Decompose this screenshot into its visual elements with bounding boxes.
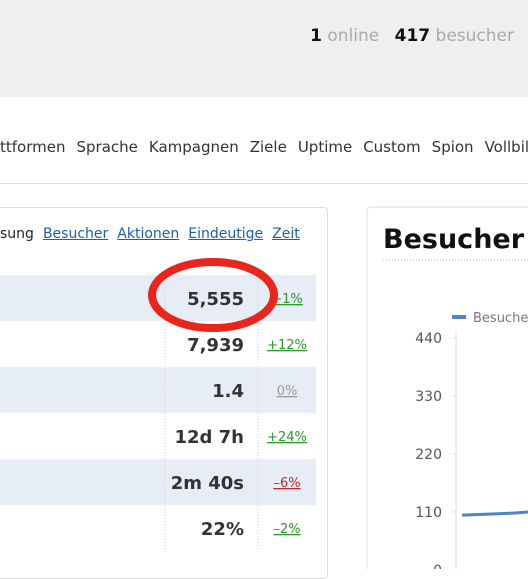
metric-change: 0%	[277, 384, 298, 399]
metric-change: –6%	[273, 476, 300, 491]
nav-link[interactable]: Sprache	[76, 138, 138, 156]
column-link[interactable]: Aktionen	[117, 226, 180, 242]
y-tick-label: 0	[433, 563, 442, 569]
y-tick-label: 220	[415, 447, 442, 463]
nav-link[interactable]: Ziele	[249, 138, 287, 156]
nav-link[interactable]: ttformen	[0, 138, 66, 156]
chart-panel	[366, 206, 528, 569]
y-tick-label: 440	[415, 331, 442, 347]
column-link[interactable]: Besucher	[42, 226, 109, 242]
nav-link[interactable]: Uptime	[297, 138, 353, 156]
table-header: sung Besucher Aktionen Eindeutige Zeit	[0, 226, 309, 242]
nav: ttformen Sprache Kampagnen Ziele Uptime Custo…	[0, 138, 528, 156]
visitor-label: besucher	[435, 26, 514, 46]
highlight-circle	[148, 258, 278, 332]
metric-change: +1%	[271, 292, 303, 307]
column-label: sung	[0, 226, 34, 242]
row-bg	[0, 505, 316, 551]
metric-value: 7,939	[187, 335, 244, 356]
visitor-count: 417	[394, 26, 431, 46]
metric-change: +12%	[267, 338, 307, 353]
row-bg	[0, 321, 316, 367]
nav-link[interactable]: Custom	[363, 138, 421, 156]
nav-link[interactable]: Vollbil	[484, 138, 528, 156]
online-label: online	[327, 26, 380, 46]
metric-value: 22%	[201, 519, 244, 540]
metric-value: 2m 40s	[171, 473, 244, 494]
metric-value: 1.4	[212, 381, 244, 402]
y-tick-label: 110	[415, 505, 442, 521]
line-series	[461, 510, 528, 517]
stats: 1 online 417 besucher	[310, 26, 524, 46]
row-bg	[0, 367, 316, 413]
row-bg	[0, 459, 316, 505]
metric-value: 5,555	[187, 289, 244, 310]
metric-value: 12d 7h	[174, 427, 244, 448]
y-tick-label: 330	[415, 389, 442, 405]
column-link[interactable]: Zeit	[272, 226, 300, 242]
row-bg	[0, 413, 316, 459]
legend-label: Besucher	[473, 311, 528, 326]
nav-link[interactable]: Kampagnen	[148, 138, 239, 156]
separator	[0, 183, 528, 184]
metric-change: +24%	[267, 430, 307, 445]
online-count: 1	[310, 26, 322, 46]
metric-change: –2%	[273, 522, 300, 537]
top-bar	[0, 0, 528, 97]
nav-link[interactable]: Spion	[431, 138, 474, 156]
column-link[interactable]: Eindeutige	[188, 226, 264, 242]
chart-title: Besucher	[383, 224, 525, 255]
